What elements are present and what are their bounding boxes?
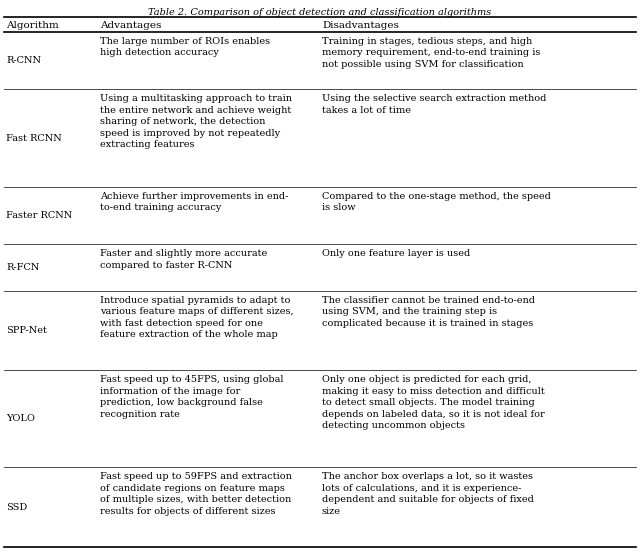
Text: Achieve further improvements in end-
to-end training accuracy: Achieve further improvements in end- to-… xyxy=(100,192,289,212)
Text: R-CNN: R-CNN xyxy=(6,56,41,65)
Text: Only one object is predicted for each grid,
making it easy to miss detection and: Only one object is predicted for each gr… xyxy=(322,375,545,430)
Text: Fast RCNN: Fast RCNN xyxy=(6,133,61,143)
Text: Table 2. Comparison of object detection and classification algorithms: Table 2. Comparison of object detection … xyxy=(148,8,492,17)
Text: Training in stages, tedious steps, and high
memory requirement, end-to-end train: Training in stages, tedious steps, and h… xyxy=(322,37,540,69)
Text: The classifier cannot be trained end-to-end
using SVM, and the training step is
: The classifier cannot be trained end-to-… xyxy=(322,295,535,327)
Text: R-FCN: R-FCN xyxy=(6,263,40,272)
Text: Using a multitasking approach to train
the entire network and achieve weight
sha: Using a multitasking approach to train t… xyxy=(100,94,292,149)
Text: The large number of ROIs enables
high detection accuracy: The large number of ROIs enables high de… xyxy=(100,37,270,57)
Text: Algorithm: Algorithm xyxy=(6,21,59,30)
Text: Compared to the one-stage method, the speed
is slow: Compared to the one-stage method, the sp… xyxy=(322,192,551,212)
Text: SPP-Net: SPP-Net xyxy=(6,326,47,335)
Text: Using the selective search extraction method
takes a lot of time: Using the selective search extraction me… xyxy=(322,94,547,115)
Text: Fast speed up to 59FPS and extraction
of candidate regions on feature maps
of mu: Fast speed up to 59FPS and extraction of… xyxy=(100,472,292,516)
Text: Introduce spatial pyramids to adapt to
various feature maps of different sizes,
: Introduce spatial pyramids to adapt to v… xyxy=(100,295,294,339)
Text: Faster RCNN: Faster RCNN xyxy=(6,211,72,220)
Text: Only one feature layer is used: Only one feature layer is used xyxy=(322,249,470,258)
Text: Disadvantages: Disadvantages xyxy=(322,21,399,30)
Text: Fast speed up to 45FPS, using global
information of the image for
prediction, lo: Fast speed up to 45FPS, using global inf… xyxy=(100,375,284,419)
Text: YOLO: YOLO xyxy=(6,414,35,423)
Text: Faster and slightly more accurate
compared to faster R-CNN: Faster and slightly more accurate compar… xyxy=(100,249,268,269)
Text: Advantages: Advantages xyxy=(100,21,161,30)
Text: SSD: SSD xyxy=(6,503,28,512)
Text: The anchor box overlaps a lot, so it wastes
lots of calculations, and it is expe: The anchor box overlaps a lot, so it was… xyxy=(322,472,534,516)
